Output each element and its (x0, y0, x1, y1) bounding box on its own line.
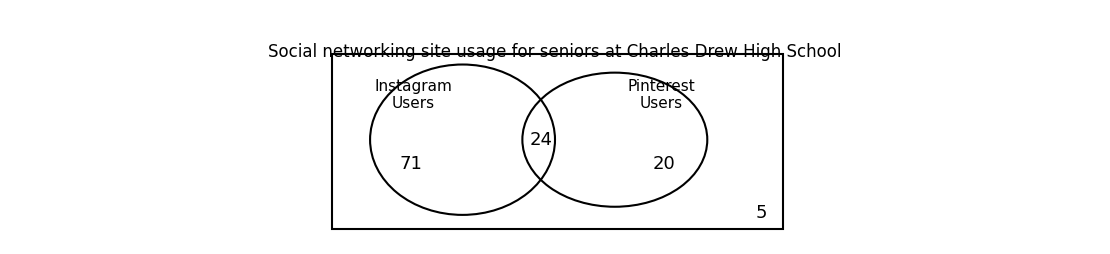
Text: 24: 24 (529, 131, 553, 149)
Bar (332, 54, 784, 229)
Text: 20: 20 (653, 155, 675, 173)
Text: Social networking site usage for seniors at Charles Drew High School: Social networking site usage for seniors… (269, 43, 841, 61)
Text: Pinterest
Users: Pinterest Users (628, 79, 696, 111)
Text: 71: 71 (400, 155, 423, 173)
Text: Instagram
Users: Instagram Users (375, 79, 453, 111)
Text: 5: 5 (756, 204, 767, 222)
